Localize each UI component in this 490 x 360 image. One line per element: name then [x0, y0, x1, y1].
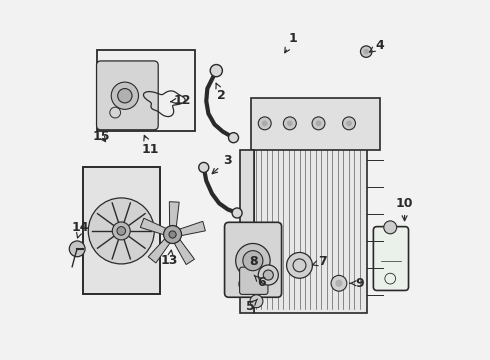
- Circle shape: [316, 121, 321, 126]
- Circle shape: [384, 221, 397, 234]
- Circle shape: [118, 89, 132, 103]
- Circle shape: [312, 117, 325, 130]
- Circle shape: [364, 49, 369, 54]
- Circle shape: [263, 270, 273, 280]
- Circle shape: [331, 275, 347, 291]
- Circle shape: [361, 46, 372, 57]
- Text: 12: 12: [171, 94, 191, 107]
- FancyBboxPatch shape: [224, 222, 282, 297]
- Text: 15: 15: [93, 130, 110, 143]
- Polygon shape: [170, 202, 179, 226]
- Circle shape: [346, 121, 352, 126]
- Circle shape: [169, 231, 176, 238]
- Bar: [251, 98, 380, 149]
- Polygon shape: [148, 239, 170, 263]
- Text: 5: 5: [246, 299, 258, 313]
- Text: 3: 3: [212, 154, 231, 174]
- Circle shape: [287, 121, 293, 126]
- Text: 7: 7: [312, 255, 326, 268]
- FancyBboxPatch shape: [97, 61, 158, 130]
- Circle shape: [343, 117, 355, 130]
- Circle shape: [258, 117, 271, 130]
- Text: 1: 1: [285, 32, 298, 53]
- Text: 11: 11: [141, 135, 159, 156]
- Circle shape: [250, 295, 263, 308]
- Circle shape: [199, 162, 209, 172]
- Circle shape: [335, 280, 343, 287]
- Text: 2: 2: [216, 83, 226, 102]
- Circle shape: [112, 222, 130, 240]
- FancyBboxPatch shape: [240, 267, 268, 294]
- Text: 6: 6: [254, 275, 266, 289]
- Text: 10: 10: [396, 197, 414, 221]
- Circle shape: [236, 243, 270, 278]
- Polygon shape: [140, 218, 166, 235]
- Circle shape: [243, 251, 263, 271]
- Circle shape: [88, 198, 154, 264]
- Circle shape: [232, 208, 242, 218]
- Polygon shape: [180, 221, 205, 235]
- Bar: [254, 148, 367, 313]
- Text: 4: 4: [369, 39, 384, 52]
- Circle shape: [210, 64, 222, 77]
- Circle shape: [117, 226, 125, 235]
- Text: 14: 14: [72, 221, 90, 238]
- Circle shape: [228, 133, 239, 143]
- Bar: [97, 50, 195, 131]
- Circle shape: [69, 241, 85, 257]
- Text: 9: 9: [350, 277, 364, 290]
- Bar: [240, 149, 254, 313]
- Circle shape: [262, 121, 268, 126]
- Circle shape: [283, 117, 296, 130]
- Polygon shape: [174, 240, 195, 265]
- Circle shape: [111, 82, 139, 109]
- Text: 8: 8: [249, 255, 258, 268]
- Circle shape: [239, 276, 255, 292]
- Text: 13: 13: [161, 250, 178, 267]
- Circle shape: [258, 265, 278, 285]
- FancyBboxPatch shape: [373, 226, 409, 291]
- Bar: [83, 167, 160, 294]
- Circle shape: [164, 226, 181, 243]
- Circle shape: [287, 252, 313, 278]
